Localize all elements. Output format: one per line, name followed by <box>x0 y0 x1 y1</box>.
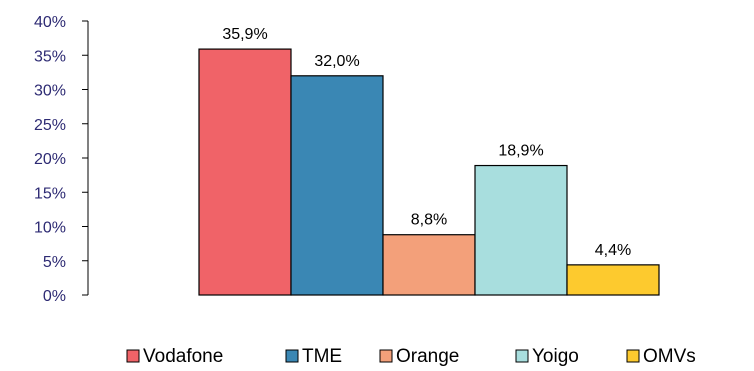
y-tick-label: 25% <box>34 117 66 134</box>
legend-swatch <box>379 349 393 363</box>
y-tick-label: 30% <box>34 83 66 100</box>
legend-label: Orange <box>396 346 459 367</box>
legend-swatch <box>126 349 140 363</box>
data-label: 4,4% <box>595 242 631 259</box>
legend-label: Vodafone <box>143 346 223 367</box>
bar-yoigo <box>474 164 568 296</box>
y-tick-label: 5% <box>43 254 66 271</box>
y-axis: 0% 5% 10% 15% 20% 25% 30% 35% 40% <box>34 14 89 305</box>
bar-omvs <box>566 264 660 296</box>
data-labels: 35,9% 32,0% 8,8% 18,9% 4,4% <box>222 26 631 259</box>
data-label: 8,8% <box>411 212 447 229</box>
bars <box>198 48 660 296</box>
y-tick-label: 40% <box>34 14 66 31</box>
legend: Vodafone TME Orange Yoigo OMVs <box>126 346 696 367</box>
bar-vodafone <box>198 48 292 296</box>
y-tick-label: 10% <box>34 220 66 237</box>
legend-swatch <box>285 349 299 363</box>
bar-tme <box>290 75 384 296</box>
bar-orange <box>382 234 476 296</box>
data-label: 18,9% <box>498 143 543 160</box>
legend-label: TME <box>302 346 342 367</box>
y-tick-label: 20% <box>34 151 66 168</box>
legend-label: OMVs <box>643 346 696 367</box>
legend-label: Yoigo <box>532 346 579 367</box>
data-label: 32,0% <box>314 53 359 70</box>
legend-swatch <box>626 349 640 363</box>
data-label: 35,9% <box>222 26 267 43</box>
legend-swatch <box>515 349 529 363</box>
y-tick-label: 0% <box>43 288 66 305</box>
y-tick-label: 15% <box>34 185 66 202</box>
y-tick-label: 35% <box>34 48 66 65</box>
